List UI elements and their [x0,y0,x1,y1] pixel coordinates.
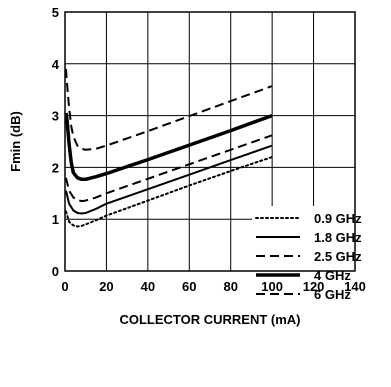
x-tick-label: 0 [61,279,68,294]
y-tick-label: 3 [52,109,59,124]
x-axis-title: COLLECTOR CURRENT (mA) [119,312,300,327]
y-tick-label: 1 [52,212,59,227]
plot-frame [64,11,356,272]
y-tick-label: 4 [52,57,60,72]
series-curves [64,68,274,228]
legend-label: 2.5 GHz [314,249,362,264]
x-tick-label: 100 [261,279,283,294]
series-line-1-8-ghz [65,144,273,215]
series-line-4-ghz [64,112,273,182]
series-line-6-ghz [65,68,273,151]
y-tick-labels: 0 1 2 3 4 5 [52,5,60,279]
y-tick-label: 0 [52,264,59,279]
x-tick-label: 80 [223,279,237,294]
x-tick-labels: 0 20 40 60 80 100 120 140 [61,279,365,294]
legend-label: 6 GHz [314,287,351,302]
x-tick-label: 40 [141,279,155,294]
y-axis-title: Fmin (dB) [8,111,23,172]
x-tick-label: 120 [303,279,325,294]
grid-lines [65,12,355,271]
y-tick-label: 2 [52,160,59,175]
legend-label: 0.9 GHz [314,211,362,226]
y-tick-label: 5 [52,5,59,20]
legend-label: 1.8 GHz [314,230,362,245]
series-line-2-5-ghz [65,134,273,203]
series-line-0-9-ghz [65,156,274,228]
x-tick-label: 60 [182,279,196,294]
x-tick-label: 20 [99,279,113,294]
x-tick-label: 140 [344,279,366,294]
